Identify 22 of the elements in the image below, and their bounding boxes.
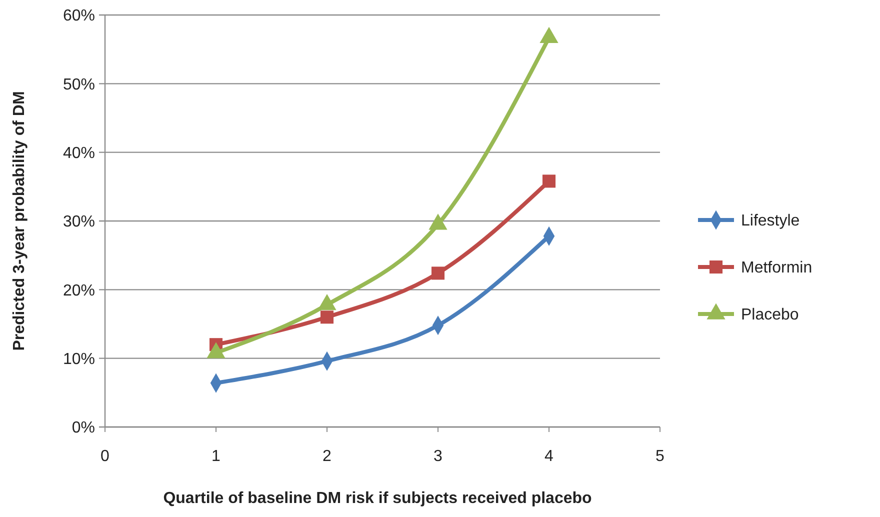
y-tick-label: 60% [62, 8, 95, 25]
y-tick-label: 0% [72, 420, 95, 437]
legend-label: Lifestyle [741, 212, 800, 230]
point [542, 174, 556, 188]
y-tick-label: 20% [62, 282, 95, 300]
x-tick-label: 0 [100, 448, 110, 465]
x-tick-label: 4 [544, 448, 554, 465]
y-axis-title: Predicted 3-year probability of DM [11, 91, 28, 351]
point [320, 310, 334, 324]
x-tick-label: 3 [434, 448, 443, 465]
x-tick-label: 1 [212, 448, 221, 465]
point [540, 26, 558, 44]
legend-label: Placebo [741, 306, 799, 324]
x-tick-label: 2 [322, 448, 332, 465]
point [431, 266, 445, 280]
y-tick-label: 40% [62, 144, 95, 162]
y-tick-label: 30% [62, 214, 95, 231]
x-axis-title: Quartile of baseline DM risk if subjects received placebo [163, 490, 592, 507]
x-tick-label: 5 [656, 448, 665, 465]
y-tick-label: 10% [62, 350, 95, 368]
y-tick-label: 50% [62, 76, 95, 94]
legend-label: Metformin [741, 260, 812, 277]
